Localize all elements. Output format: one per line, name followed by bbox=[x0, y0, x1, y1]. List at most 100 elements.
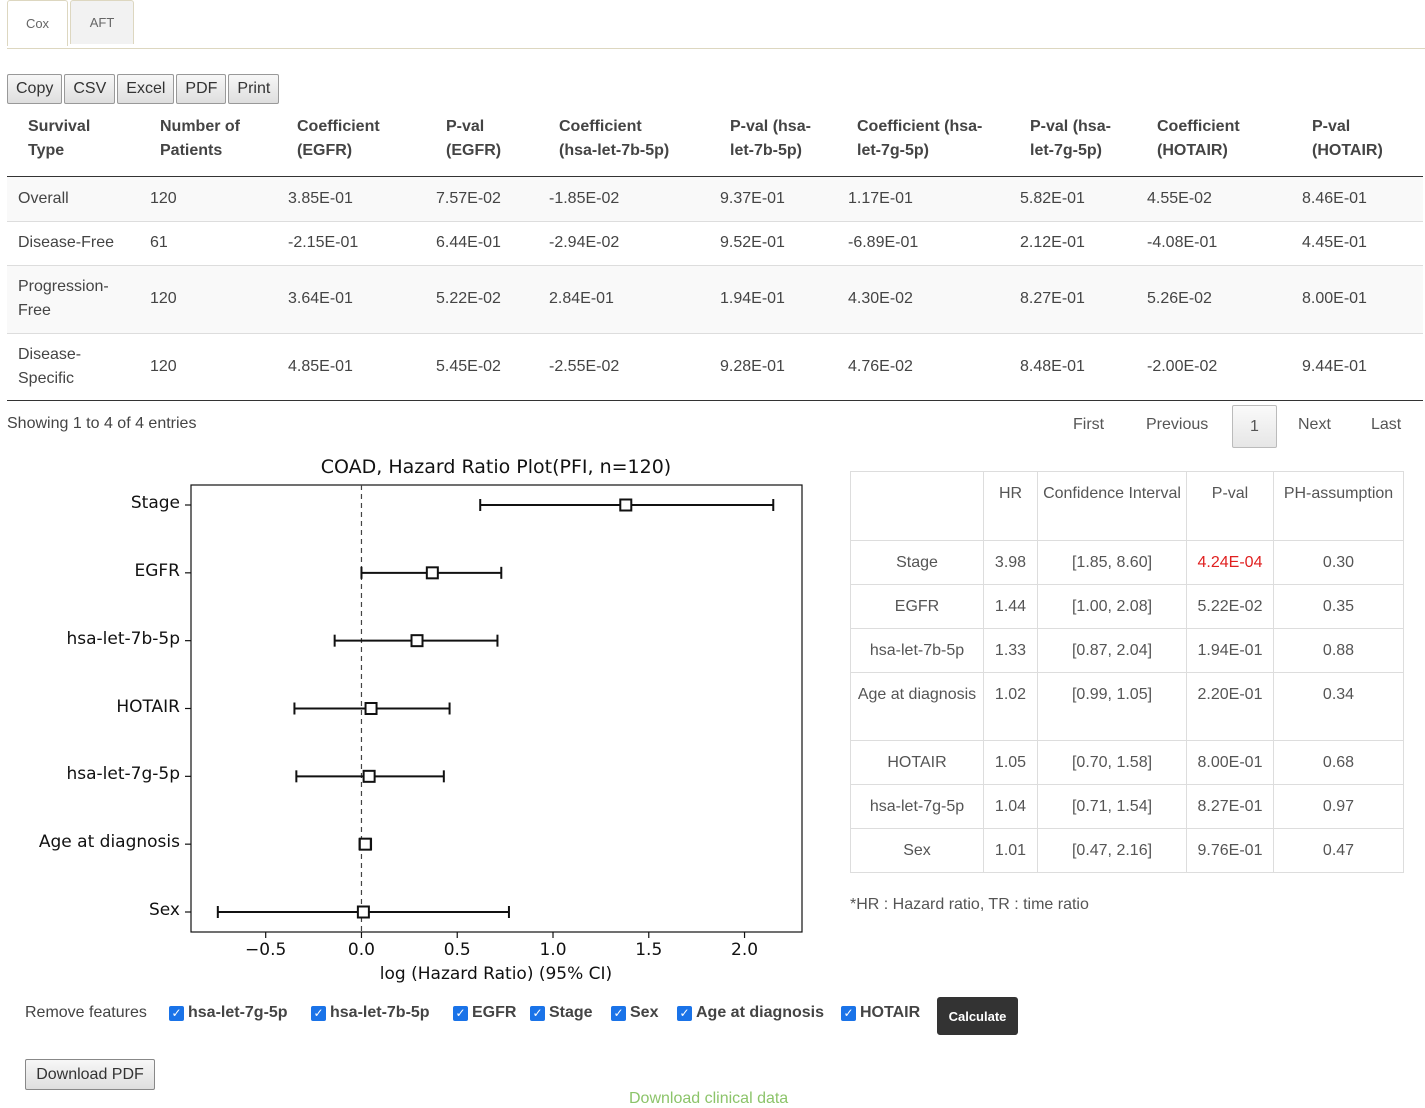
summary-header-cell: PH-assumption bbox=[1273, 471, 1404, 541]
calculate-button[interactable]: Calculate bbox=[937, 997, 1018, 1035]
table-cell: -2.94E-02 bbox=[549, 234, 620, 251]
table-cell: -2.00E-02 bbox=[1147, 358, 1218, 375]
checkbox-checked-icon[interactable]: ✓ bbox=[453, 1005, 468, 1021]
pdf-button[interactable]: PDF bbox=[176, 74, 227, 104]
checkbox-checked-icon[interactable]: ✓ bbox=[311, 1005, 326, 1021]
table-cell: 5.26E-02 bbox=[1147, 290, 1212, 307]
checkbox-checked-icon[interactable]: ✓ bbox=[677, 1005, 692, 1021]
table-cell: 8.27E-01 bbox=[1020, 290, 1085, 307]
tab-cox[interactable]: Cox bbox=[7, 0, 68, 46]
table-header-border bbox=[7, 176, 1423, 177]
column-header[interactable]: Coefficient (EGFR) bbox=[297, 118, 380, 159]
checkbox-checked-icon[interactable]: ✓ bbox=[611, 1005, 626, 1021]
estimate-point bbox=[425, 566, 439, 580]
y-tick-label: hsa-let-7g-5p bbox=[66, 764, 180, 785]
row-divider bbox=[7, 221, 1423, 222]
table-footer-border bbox=[7, 400, 1423, 401]
feature-checkbox[interactable]: ✓ hsa-let-7g-5p bbox=[169, 1004, 288, 1022]
column-header[interactable]: P-val (EGFR) bbox=[446, 118, 502, 159]
table-cell: 120 bbox=[150, 358, 177, 375]
summary-cell-feature: HOTAIR bbox=[850, 740, 984, 785]
summary-cell-ph: 0.97 bbox=[1273, 784, 1404, 829]
column-header[interactable]: P-val (hsa-let-7b-5p) bbox=[730, 118, 811, 159]
tab-aft[interactable]: AFT bbox=[70, 0, 134, 44]
feature-checkbox[interactable]: ✓ Sex bbox=[611, 1004, 658, 1022]
summary-row: HOTAIR 1.05 [0.70, 1.58] 8.00E-01 0.68 bbox=[850, 740, 1404, 785]
table-cell: 6.44E-01 bbox=[436, 234, 501, 251]
summary-cell-hr: 3.98 bbox=[983, 540, 1038, 585]
column-header[interactable]: Coefficient (hsa-let-7g-5p) bbox=[857, 118, 983, 159]
table-cell: Progression- Free bbox=[18, 278, 109, 319]
table-cell: Overall bbox=[18, 190, 69, 207]
download-pdf-button[interactable]: Download PDF bbox=[25, 1059, 155, 1090]
page-last-button[interactable]: Last bbox=[1371, 416, 1402, 433]
page-first-button[interactable]: First bbox=[1073, 416, 1105, 433]
plot-frame bbox=[190, 484, 803, 933]
page-current-button[interactable]: 1 bbox=[1232, 405, 1277, 448]
table-cell: 5.22E-02 bbox=[436, 290, 501, 307]
table-cell: 8.48E-01 bbox=[1020, 358, 1085, 375]
y-tick-label: Stage bbox=[130, 493, 180, 513]
summary-cell-ci: [0.71, 1.54] bbox=[1037, 784, 1187, 829]
summary-cell-ph: 0.88 bbox=[1273, 628, 1404, 673]
table-cell: 9.52E-01 bbox=[720, 234, 785, 251]
row-divider bbox=[7, 333, 1423, 334]
summary-cell-ci: [0.70, 1.58] bbox=[1037, 740, 1187, 785]
x-tick-label: 0.0 bbox=[347, 940, 375, 960]
summary-cell-ci: [1.85, 8.60] bbox=[1037, 540, 1187, 585]
summary-header-row: HR Confidence Interval P-val PH-assumption bbox=[850, 471, 1404, 541]
export-buttons: Copy CSV Excel PDF Print bbox=[7, 74, 280, 104]
summary-table: HR Confidence Interval P-val PH-assumption S… bbox=[850, 471, 1404, 873]
checkbox-checked-icon[interactable]: ✓ bbox=[169, 1005, 184, 1021]
table-cell: 4.85E-01 bbox=[288, 358, 353, 375]
table-cell: 3.85E-01 bbox=[288, 190, 353, 207]
table-row bbox=[7, 177, 1423, 221]
table-cell: -2.15E-01 bbox=[288, 234, 359, 251]
y-tick-label: Sex bbox=[148, 900, 180, 920]
feature-checkbox-label: Sex bbox=[630, 1004, 659, 1021]
table-cell: Disease-Free bbox=[18, 234, 115, 251]
table-cell: 1.94E-01 bbox=[720, 290, 785, 307]
page-previous-button[interactable]: Previous bbox=[1146, 416, 1209, 433]
table-cell: 120 bbox=[150, 290, 177, 307]
feature-checkbox[interactable]: ✓ hsa-let-7b-5p bbox=[311, 1004, 430, 1022]
feature-checkbox[interactable]: ✓ Stage bbox=[530, 1004, 593, 1022]
summary-cell-hr: 1.02 bbox=[983, 672, 1038, 741]
column-header[interactable]: P-val (HOTAIR) bbox=[1312, 118, 1383, 159]
summary-cell-pval: 1.94E-01 bbox=[1186, 628, 1274, 673]
table-cell: 9.37E-01 bbox=[720, 190, 785, 207]
summary-cell-pval: 9.76E-01 bbox=[1186, 828, 1274, 873]
column-header[interactable]: Survival Type bbox=[28, 118, 91, 159]
excel-button[interactable]: Excel bbox=[117, 74, 175, 104]
summary-row: Stage 3.98 [1.85, 8.60] 4.24E-04 0.30 bbox=[850, 540, 1404, 585]
summary-cell-ci: [1.00, 2.08] bbox=[1037, 584, 1187, 629]
table-cell: Disease- Specific bbox=[18, 346, 82, 387]
feature-checkbox[interactable]: ✓ HOTAIR bbox=[841, 1004, 920, 1022]
table-cell: -1.85E-02 bbox=[549, 190, 620, 207]
table-cell: 8.00E-01 bbox=[1302, 290, 1367, 307]
summary-row: Sex 1.01 [0.47, 2.16] 9.76E-01 0.47 bbox=[850, 828, 1404, 873]
summary-cell-pval: 8.27E-01 bbox=[1186, 784, 1274, 829]
csv-button[interactable]: CSV bbox=[64, 74, 116, 104]
column-header[interactable]: P-val (hsa-let-7g-5p) bbox=[1030, 118, 1111, 159]
column-header[interactable]: Coefficient (HOTAIR) bbox=[1157, 118, 1240, 159]
table-cell: 4.55E-02 bbox=[1147, 190, 1212, 207]
estimate-point bbox=[619, 498, 633, 512]
plot-title: COAD, Hazard Ratio Plot(PFI, n=120) bbox=[320, 456, 672, 478]
table-cell: 5.45E-02 bbox=[436, 358, 501, 375]
print-button[interactable]: Print bbox=[228, 74, 280, 104]
checkbox-checked-icon[interactable]: ✓ bbox=[841, 1005, 856, 1021]
summary-row: Age at diagnosis 1.02 [0.99, 1.05] 2.20E-01… bbox=[850, 672, 1404, 741]
copy-button[interactable]: Copy bbox=[7, 74, 63, 104]
table-row bbox=[7, 221, 1423, 265]
summary-cell-ph: 0.47 bbox=[1273, 828, 1404, 873]
feature-checkbox-label: hsa-let-7g-5p bbox=[188, 1004, 288, 1021]
download-clinical-data-link[interactable]: Download clinical data bbox=[629, 1090, 789, 1107]
feature-checkbox[interactable]: ✓ EGFR bbox=[453, 1004, 516, 1022]
page-next-button[interactable]: Next bbox=[1298, 416, 1331, 433]
column-header[interactable]: Coefficient (hsa-let-7b-5p) bbox=[559, 118, 670, 159]
summary-cell-hr: 1.04 bbox=[983, 784, 1038, 829]
column-header[interactable]: Number of Patients bbox=[160, 118, 240, 159]
checkbox-checked-icon[interactable]: ✓ bbox=[530, 1005, 545, 1021]
feature-checkbox[interactable]: ✓ Age at diagnosis bbox=[677, 1004, 824, 1022]
